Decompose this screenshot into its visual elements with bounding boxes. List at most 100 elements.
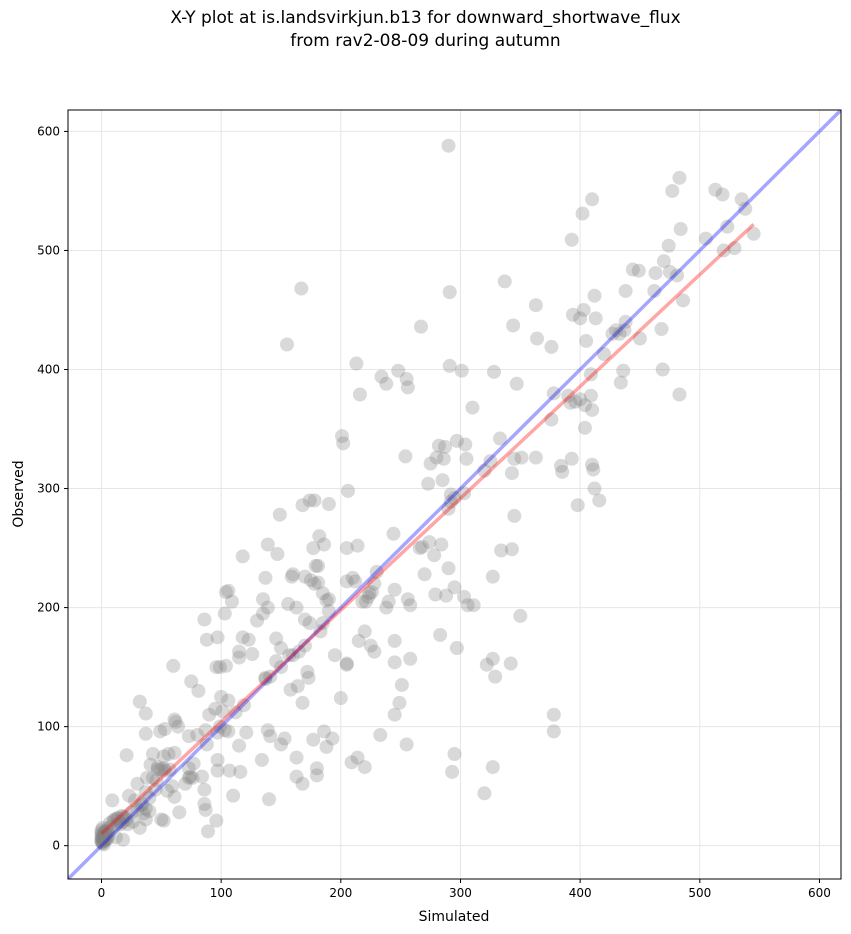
x-tick-label: 0 [98,886,106,900]
data-point [303,573,318,588]
data-point [605,326,620,341]
data-point [94,823,109,838]
data-point [392,695,407,710]
data-point [460,598,475,613]
data-point [583,388,598,403]
data-point [269,631,284,646]
data-point [160,783,175,798]
data-point [362,586,377,601]
data-point [99,824,114,839]
data-point [142,804,157,819]
data-point [564,451,579,466]
data-point [142,791,157,806]
data-point [239,725,254,740]
data-point [311,558,326,573]
data-point [494,543,509,558]
data-point [387,707,402,722]
data-point [399,372,414,387]
data-point [308,558,323,573]
data-point [210,630,225,645]
data-point [698,231,713,246]
data-point [302,493,317,508]
data-point [309,768,324,783]
data-point [98,826,113,841]
data-point [156,749,171,764]
data-point [423,456,438,471]
data-point [544,339,559,354]
data-point [184,674,199,689]
data-point [95,831,110,846]
data-point [263,729,278,744]
data-point [100,824,115,839]
data-point [336,436,351,451]
data-point [285,648,300,663]
data-point [289,600,304,615]
data-point [716,243,731,258]
data-point [273,641,288,656]
data-point [214,689,229,704]
data-point [586,462,601,477]
data-point [217,606,232,621]
data-point [676,293,691,308]
data-point [514,450,529,465]
data-point [398,449,413,464]
data-point [483,454,498,469]
data-point [485,760,500,775]
data-point [201,824,216,839]
data-point [546,724,561,739]
data-point [387,582,402,597]
data-point [218,585,233,600]
data-point [403,598,418,613]
data-point [283,682,298,697]
data-point [307,493,322,508]
data-point [135,797,150,812]
data-point [181,761,196,776]
data-point [413,319,428,334]
data-point [492,431,507,446]
data-point [429,450,444,465]
x-tick-label: 200 [329,886,352,900]
data-point [99,832,114,847]
data-point [364,585,379,600]
data-point [445,764,460,779]
data-point [138,726,153,741]
data-point [443,494,458,509]
data-point [94,825,109,840]
data-point [167,712,182,727]
data-point [325,731,340,746]
data-point [221,724,236,739]
data-point [258,672,273,687]
data-point [108,830,123,845]
data-point [361,589,376,604]
data-point [256,592,271,607]
data-point [528,298,543,313]
data-point [148,782,163,797]
data-point [118,810,133,825]
data-point [157,763,172,778]
data-point [373,727,388,742]
data-point [102,816,117,831]
data-point [386,526,401,541]
data-point [341,483,356,498]
data-point [727,241,742,256]
data-points [94,138,761,852]
data-point [94,835,109,850]
data-point [107,812,122,827]
data-point [297,569,312,584]
data-point [592,493,607,508]
data-point [154,812,169,827]
data-point [171,719,186,734]
data-point [297,638,312,653]
data-point [95,835,110,850]
data-point [734,192,749,207]
data-point [339,541,354,556]
data-point [258,670,273,685]
data-point [313,624,328,639]
data-point [357,624,372,639]
data-point [208,701,223,716]
data-point [256,606,271,621]
x-tick-label: 300 [449,886,472,900]
data-point [670,268,685,283]
data-point [588,311,603,326]
y-tick-label: 0 [52,839,60,853]
